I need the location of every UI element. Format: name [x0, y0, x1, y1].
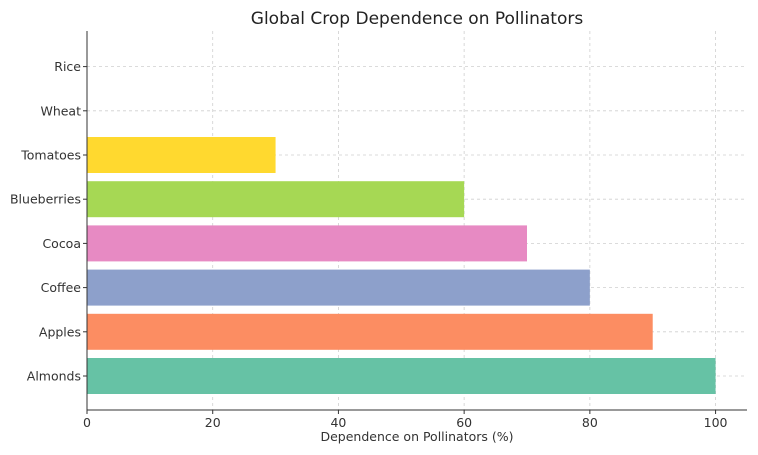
x-tick-label: 80: [582, 415, 598, 430]
y-tick-label: Tomatoes: [20, 148, 81, 163]
y-tick-label: Almonds: [27, 369, 81, 384]
bar-apples: [87, 313, 653, 350]
y-tick-label: Rice: [54, 59, 81, 74]
x-tick-label: 100: [704, 415, 728, 430]
x-tick-label: 40: [330, 415, 346, 430]
bar-almonds: [87, 358, 716, 394]
x-tick-label: 60: [456, 415, 472, 430]
y-tick-label: Blueberries: [10, 192, 81, 207]
axes: [83, 31, 747, 414]
gridlines: [86, 31, 747, 410]
x-tick-label: 0: [83, 415, 91, 430]
y-tick-label: Wheat: [40, 103, 81, 118]
x-tick-label: 20: [205, 415, 221, 430]
y-tick-label: Cocoa: [42, 236, 81, 251]
y-tick-labels: Almonds Apples Coffee Cocoa Blueberries Tomat…: [10, 59, 81, 383]
x-tick-labels: 0 20 40 60 80 100: [83, 415, 728, 430]
y-tick-label: Apples: [39, 324, 81, 339]
bar-tomatoes: [87, 137, 276, 173]
x-axis-label: Dependence on Pollinators (%): [320, 429, 513, 444]
bar-coffee: [87, 269, 590, 306]
chart-title: Global Crop Dependence on Pollinators: [251, 9, 584, 29]
y-tick-label: Coffee: [41, 280, 82, 295]
bar-blueberries: [87, 181, 465, 218]
bars: [87, 137, 716, 394]
bar-cocoa: [87, 225, 527, 262]
